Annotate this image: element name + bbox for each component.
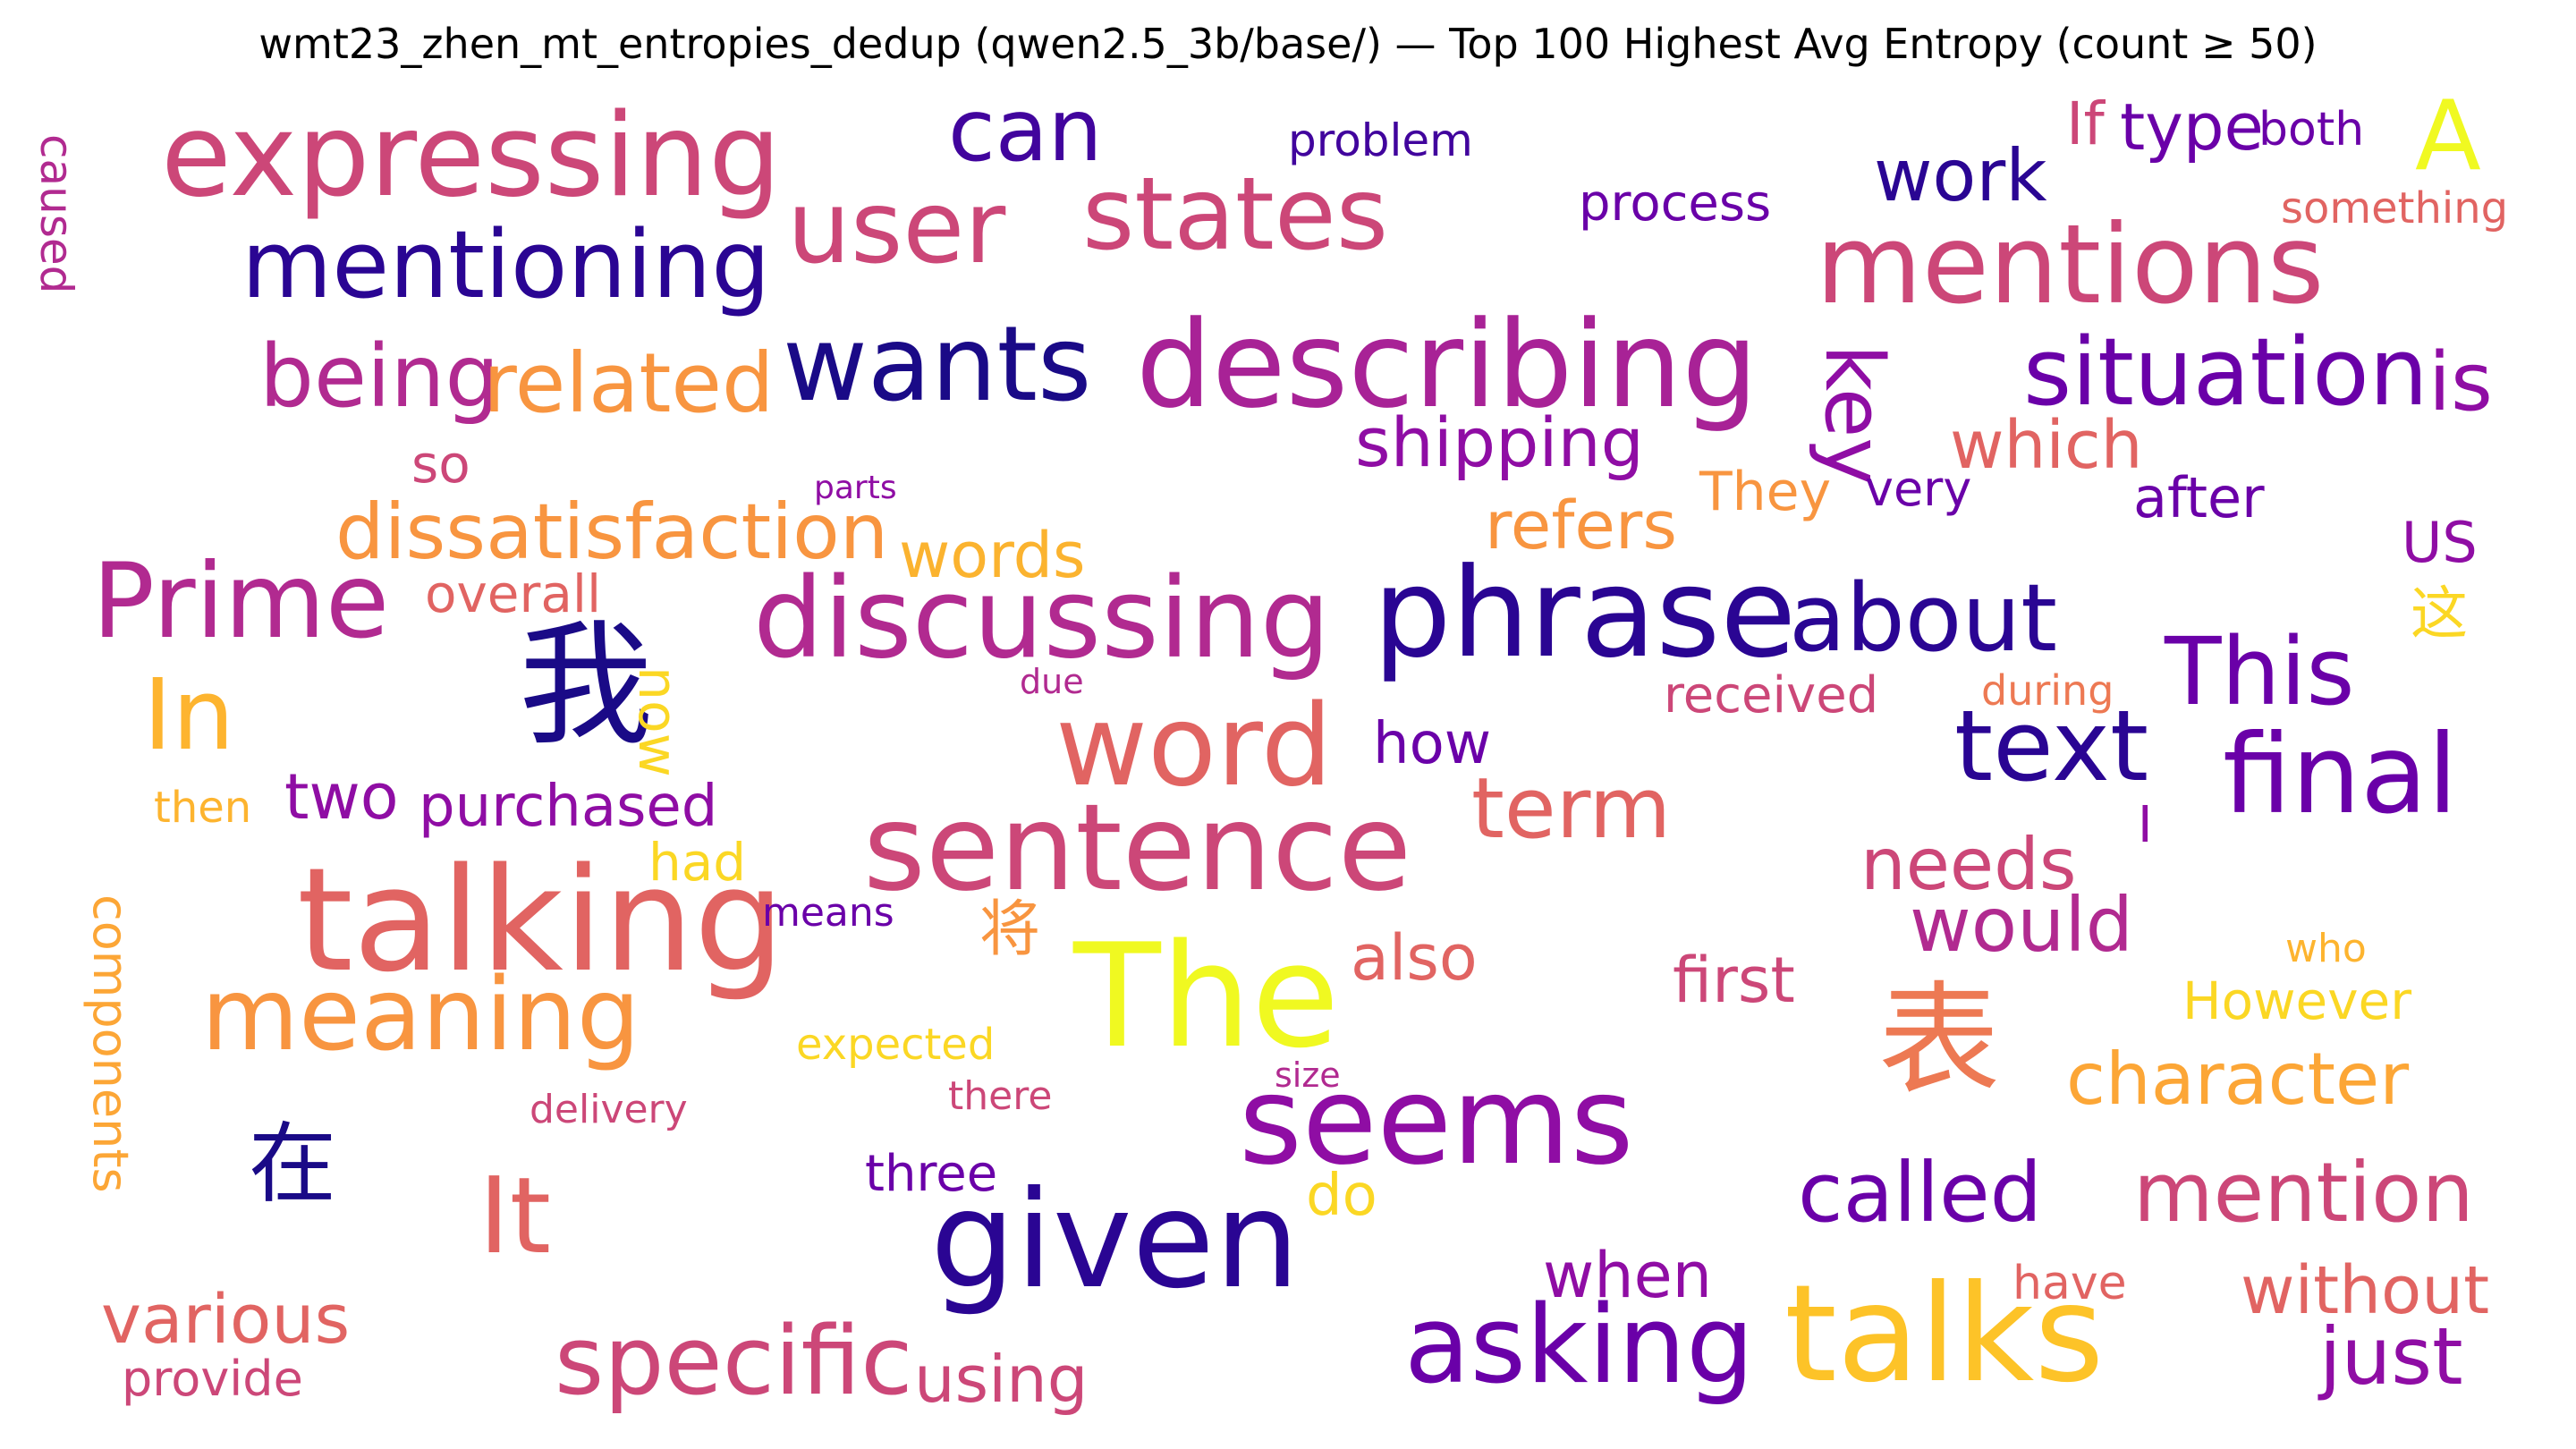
word-had: had: [648, 832, 746, 893]
word-various: various: [101, 1279, 350, 1359]
word-two: two: [284, 760, 399, 834]
word-related: related: [483, 335, 774, 431]
word-talks: talks: [1784, 1257, 2104, 1412]
word-just: just: [2318, 1310, 2463, 1402]
word-have: have: [2012, 1257, 2127, 1310]
word-mention: mention: [2133, 1145, 2474, 1241]
word-after: after: [2133, 465, 2265, 530]
word-components: components: [82, 894, 139, 1193]
word-key: key: [1807, 344, 1901, 486]
word-I: I: [2138, 796, 2153, 854]
word-can: can: [948, 80, 1102, 181]
word-sentence: sentence: [863, 778, 1411, 918]
word-needs: needs: [1860, 823, 2077, 906]
word-without: without: [2241, 1252, 2489, 1329]
word-text: text: [1954, 689, 2148, 803]
word-first: first: [1673, 944, 1795, 1017]
word-type: type: [2120, 89, 2264, 165]
word-我: 我: [519, 608, 653, 764]
word-something: something: [2281, 183, 2508, 233]
word-overall: overall: [425, 564, 601, 624]
word-both: both: [2258, 103, 2364, 157]
word-US: US: [2402, 510, 2478, 575]
word-how: how: [1373, 711, 1491, 777]
word-so: so: [411, 434, 470, 495]
word-character: character: [2066, 1038, 2409, 1121]
word-about: about: [1789, 564, 2057, 673]
word-This: This: [2164, 617, 2355, 726]
word-mentioning: mentioning: [242, 210, 770, 319]
word-is: is: [2428, 335, 2493, 429]
word-problem: problem: [1288, 114, 1473, 166]
word-received: received: [1664, 666, 1878, 724]
word-shipping: shipping: [1355, 402, 1644, 482]
word-states: states: [1082, 157, 1388, 273]
word-called: called: [1798, 1145, 2042, 1241]
word-caused: caused: [30, 134, 82, 293]
word-means: means: [762, 890, 894, 936]
word-refers: refers: [1485, 487, 1677, 564]
word-在: 在: [249, 1114, 336, 1216]
word-very: very: [1865, 461, 1971, 517]
word-If: If: [2066, 89, 2106, 158]
chart-title: wmt23_zhen_mt_entropies_dedup (qwen2.5_3…: [258, 20, 2318, 68]
word-They: They: [1699, 461, 1831, 523]
word-purchased: purchased: [419, 774, 717, 840]
word-user: user: [787, 170, 1006, 286]
word-three: three: [865, 1145, 997, 1203]
word-now: now: [626, 666, 689, 777]
word-phrase: phrase: [1373, 541, 1796, 685]
word-talking: talking: [297, 836, 784, 1004]
word-there: there: [948, 1073, 1052, 1119]
word-Prime: Prime: [92, 541, 389, 662]
word-The: The: [1072, 912, 1340, 1080]
word-work: work: [1874, 134, 2047, 217]
word-A: A: [2415, 80, 2481, 192]
word-situation: situation: [2023, 318, 2428, 427]
word-process: process: [1579, 174, 1771, 233]
word-discussing: discussing: [753, 555, 1331, 683]
word-mentions: mentions: [1816, 201, 2324, 328]
word-delivery: delivery: [530, 1087, 688, 1132]
word-这: 这: [2411, 581, 2468, 648]
word-In: In: [143, 657, 234, 772]
word-term: term: [1471, 760, 1671, 858]
word-being: being: [259, 326, 499, 427]
word-size: size: [1275, 1055, 1341, 1095]
word-given: given: [930, 1163, 1300, 1318]
word-would: would: [1910, 881, 2133, 969]
word-word: word: [1055, 680, 1333, 811]
word-then: then: [154, 783, 251, 833]
word-words: words: [899, 519, 1086, 592]
word-also: also: [1351, 921, 1478, 995]
word-将: 将: [979, 894, 1040, 965]
word-final: final: [2223, 711, 2458, 838]
word-meaning: meaning: [201, 957, 640, 1073]
word-provide: provide: [122, 1351, 303, 1407]
word-which: which: [1950, 407, 2143, 484]
word-specific: specific: [555, 1306, 913, 1416]
word-However: However: [2182, 970, 2411, 1031]
word-do: do: [1306, 1163, 1377, 1229]
word-due: due: [1020, 662, 1084, 701]
word-表: 表: [1878, 970, 2000, 1112]
word-when: when: [1543, 1239, 1712, 1312]
word-expected: expected: [796, 1020, 995, 1070]
word-parts: parts: [814, 470, 897, 506]
word-dissatisfaction: dissatisfaction: [335, 487, 888, 577]
word-using: using: [914, 1342, 1088, 1417]
word-who: who: [2285, 926, 2367, 971]
word-describing: describing: [1136, 295, 1758, 435]
word-It: It: [479, 1154, 551, 1277]
word-expressing: expressing: [161, 89, 781, 223]
word-wants: wants: [783, 304, 1091, 425]
word-seems: seems: [1239, 1051, 1634, 1192]
word-asking: asking: [1404, 1284, 1754, 1408]
word-during: during: [1981, 666, 2114, 715]
